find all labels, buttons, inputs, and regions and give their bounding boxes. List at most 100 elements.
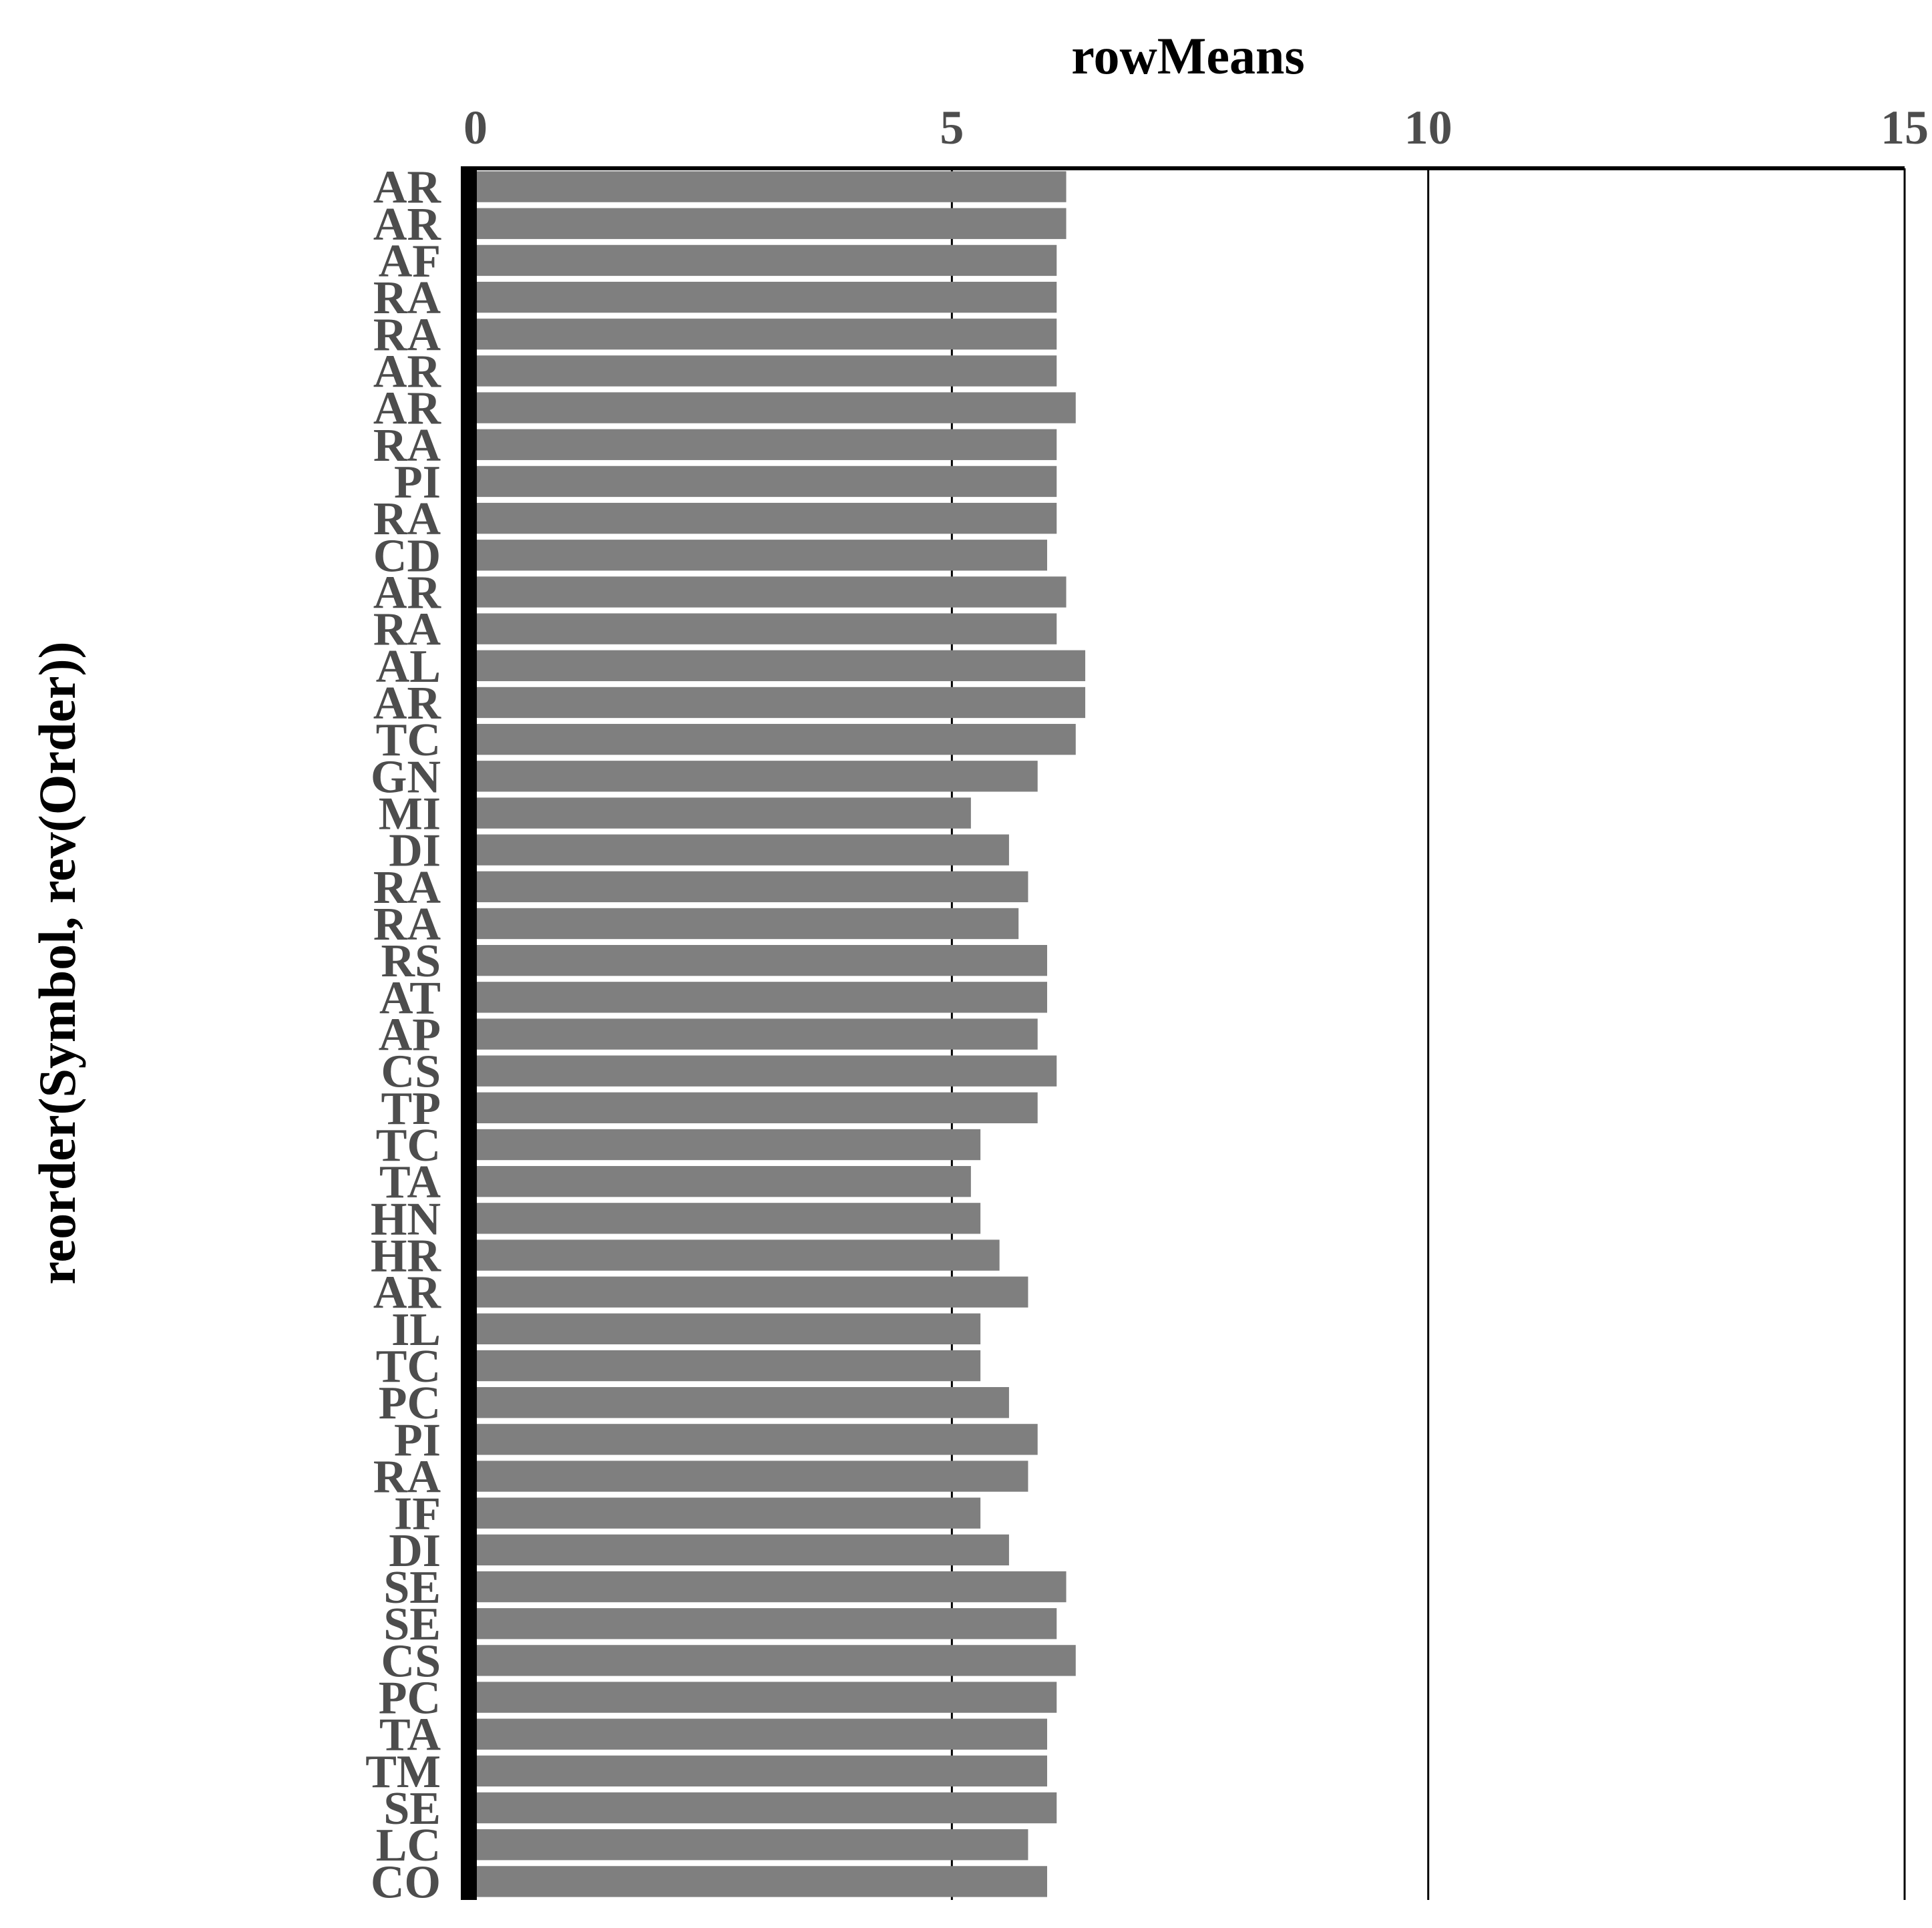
category-label: DI <box>389 1525 441 1577</box>
category-label: CD <box>373 530 441 582</box>
bar <box>475 1276 1028 1308</box>
category-label: AR <box>373 678 442 729</box>
bar <box>475 1866 1047 1897</box>
category-label: GN <box>371 751 441 803</box>
bar <box>475 1055 1057 1087</box>
category-label: RA <box>373 420 441 471</box>
bar <box>475 576 1067 608</box>
bar <box>475 1092 1038 1124</box>
bar <box>475 171 1067 202</box>
bar <box>475 1350 981 1382</box>
bars <box>475 171 1086 1897</box>
category-label: TP <box>381 1083 441 1135</box>
category-label: AR <box>373 1268 442 1319</box>
bar <box>475 650 1086 681</box>
category-label: AR <box>373 162 442 214</box>
bar <box>475 761 1038 792</box>
category-label: TC <box>376 715 441 766</box>
bar <box>475 613 1057 644</box>
bar <box>475 723 1076 755</box>
bar <box>475 834 1009 865</box>
bar <box>475 1682 1057 1713</box>
category-label: HR <box>371 1231 441 1282</box>
category-label: TA <box>379 1157 441 1208</box>
bar <box>475 429 1057 460</box>
bar <box>475 797 971 829</box>
category-label: RA <box>373 862 441 914</box>
bar <box>475 1645 1076 1676</box>
category-label: IL <box>391 1304 441 1356</box>
bar <box>475 1534 1009 1566</box>
bar <box>475 1755 1047 1787</box>
category-label: TC <box>376 1120 441 1171</box>
bar <box>475 1497 981 1529</box>
bar <box>475 871 1028 902</box>
category-label: AT <box>379 972 441 1024</box>
category-label: CS <box>381 1046 441 1098</box>
y-axis-label: reorder(Symbol, rev(Order)) <box>28 641 86 1284</box>
category-label: RA <box>373 309 441 361</box>
bar <box>475 982 1047 1013</box>
bar <box>475 1166 971 1197</box>
bar <box>475 1571 1067 1603</box>
category-label: SE <box>383 1783 441 1835</box>
chart-title: rowMeans <box>1071 27 1305 85</box>
bar <box>475 1239 1000 1271</box>
category-label: SE <box>383 1562 441 1613</box>
category-label: HN <box>371 1193 441 1245</box>
bar <box>475 908 1019 940</box>
category-label: IF <box>394 1489 441 1540</box>
bar <box>475 1461 1028 1492</box>
y-axis-line <box>461 168 477 1900</box>
bar <box>475 1313 981 1345</box>
category-label: CO <box>371 1857 441 1908</box>
bar <box>475 1829 1028 1861</box>
bar <box>475 1424 1038 1455</box>
category-label: PC <box>379 1673 441 1724</box>
x-tick-label: 10 <box>1404 101 1453 154</box>
bar <box>475 244 1057 276</box>
category-label: DI <box>389 825 441 877</box>
bar <box>475 355 1057 387</box>
bar <box>475 1718 1047 1750</box>
x-tick-label: 0 <box>463 101 488 154</box>
bar <box>475 1129 981 1161</box>
category-label: RS <box>381 936 441 987</box>
bar <box>475 1387 1009 1418</box>
bar <box>475 319 1057 350</box>
bar <box>475 944 1047 976</box>
category-label: PI <box>394 1414 441 1466</box>
bar <box>475 465 1057 498</box>
category-label: RA <box>373 494 441 545</box>
category-label: RA <box>373 1452 441 1503</box>
category-label: LC <box>376 1820 441 1871</box>
category-label: AR <box>373 567 442 618</box>
x-tick-label: 15 <box>1881 101 1929 154</box>
bar <box>475 1792 1057 1824</box>
category-label: TC <box>376 1341 441 1392</box>
category-label: AR <box>373 383 442 435</box>
bar <box>475 1018 1038 1050</box>
category-label: CS <box>381 1635 441 1687</box>
category-label: RA <box>373 604 441 656</box>
category-labels: ARARAFRARAARARRAPIRACDARRAALARTCGNMIDIRA… <box>365 162 441 1909</box>
category-label: MI <box>379 788 441 839</box>
category-label: PI <box>394 457 441 508</box>
bar <box>475 281 1057 313</box>
category-label: TA <box>379 1710 441 1761</box>
category-label: SE <box>383 1599 441 1650</box>
bar <box>475 687 1086 719</box>
bar <box>475 540 1047 571</box>
bar <box>475 208 1067 239</box>
bar <box>475 1608 1057 1640</box>
category-label: AR <box>373 346 442 397</box>
category-label: AP <box>379 1010 441 1061</box>
category-label: TM <box>365 1746 441 1798</box>
category-label: RA <box>373 272 441 324</box>
bar <box>475 392 1076 423</box>
bar <box>475 1203 981 1234</box>
category-label: PC <box>379 1378 441 1429</box>
bar <box>475 502 1057 534</box>
category-label: AF <box>379 236 441 287</box>
